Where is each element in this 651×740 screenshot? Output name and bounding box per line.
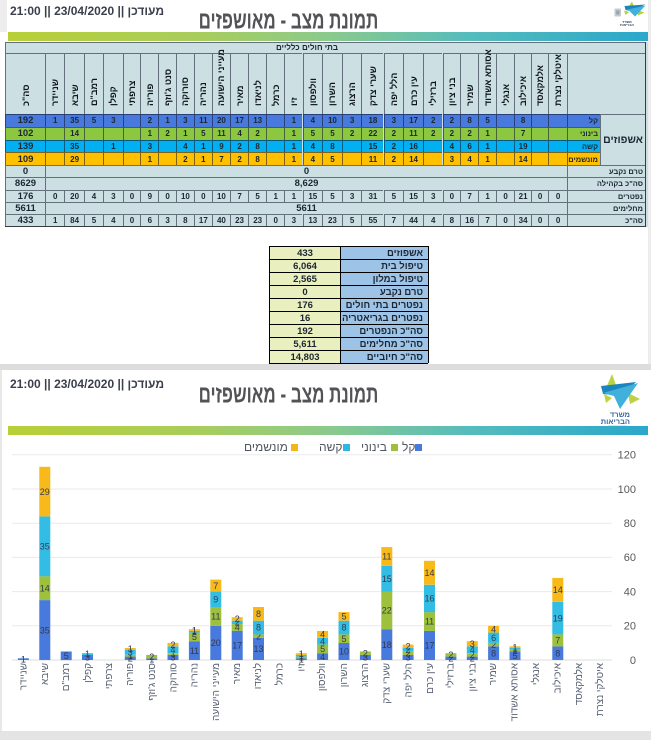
svg-text:4: 4 bbox=[491, 624, 496, 634]
svg-text:60: 60 bbox=[624, 552, 636, 564]
svg-text:3: 3 bbox=[470, 639, 475, 649]
svg-text:1: 1 bbox=[192, 625, 197, 635]
svg-text:2: 2 bbox=[128, 654, 133, 664]
svg-text:11: 11 bbox=[382, 552, 391, 562]
svg-text:5: 5 bbox=[341, 634, 346, 644]
svg-text:11: 11 bbox=[425, 617, 434, 627]
svg-text:משרד: משרד bbox=[610, 410, 630, 419]
svg-text:3: 3 bbox=[363, 653, 368, 663]
svg-text:1: 1 bbox=[299, 654, 304, 664]
svg-text:5: 5 bbox=[341, 612, 346, 622]
svg-text:משרד: משרד bbox=[622, 20, 632, 24]
svg-text:1: 1 bbox=[128, 644, 133, 654]
svg-text:1: 1 bbox=[192, 627, 197, 637]
svg-text:35: 35 bbox=[40, 625, 50, 635]
svg-text:40: 40 bbox=[624, 586, 636, 598]
svg-text:8: 8 bbox=[341, 623, 346, 633]
svg-text:2: 2 bbox=[256, 631, 261, 641]
svg-text:1: 1 bbox=[299, 651, 304, 661]
svg-text:4: 4 bbox=[320, 636, 325, 646]
svg-text:3: 3 bbox=[85, 653, 90, 663]
svg-text:14: 14 bbox=[553, 585, 563, 595]
svg-text:13: 13 bbox=[253, 644, 263, 654]
svg-text:2: 2 bbox=[235, 614, 240, 624]
svg-text:14: 14 bbox=[40, 583, 50, 593]
svg-text:2: 2 bbox=[363, 648, 368, 658]
svg-text:20: 20 bbox=[211, 638, 221, 648]
svg-text:9: 9 bbox=[213, 595, 218, 605]
svg-text:17: 17 bbox=[232, 641, 242, 651]
svg-text:1: 1 bbox=[149, 654, 154, 664]
svg-text:15: 15 bbox=[382, 574, 392, 584]
svg-text:2: 2 bbox=[235, 618, 240, 628]
svg-text:2: 2 bbox=[470, 650, 475, 660]
svg-text:3: 3 bbox=[170, 653, 175, 663]
svg-text:2: 2 bbox=[406, 642, 411, 652]
svg-text:80: 80 bbox=[624, 518, 636, 530]
svg-text:1: 1 bbox=[170, 649, 175, 659]
svg-text:8: 8 bbox=[555, 648, 560, 658]
svg-text:11: 11 bbox=[211, 612, 220, 622]
svg-text:2: 2 bbox=[448, 654, 453, 664]
svg-text:5: 5 bbox=[64, 651, 69, 661]
svg-text:1: 1 bbox=[299, 653, 304, 663]
svg-text:2: 2 bbox=[149, 652, 154, 662]
svg-text:6: 6 bbox=[491, 633, 496, 643]
svg-text:1: 1 bbox=[299, 649, 304, 659]
svg-text:2: 2 bbox=[406, 645, 411, 655]
svg-text:10: 10 bbox=[339, 647, 349, 657]
svg-text:4: 4 bbox=[470, 645, 475, 655]
svg-text:4: 4 bbox=[320, 630, 325, 640]
svg-text:2: 2 bbox=[491, 640, 496, 650]
svg-text:הבריאות: הבריאות bbox=[620, 23, 634, 27]
svg-text:35: 35 bbox=[40, 542, 50, 552]
svg-text:7: 7 bbox=[555, 636, 560, 646]
svg-text:4: 4 bbox=[320, 652, 325, 662]
svg-text:5: 5 bbox=[192, 632, 197, 642]
svg-text:2: 2 bbox=[170, 640, 175, 650]
svg-text:22: 22 bbox=[382, 606, 392, 616]
svg-text:8: 8 bbox=[491, 648, 496, 658]
svg-text:2: 2 bbox=[448, 650, 453, 660]
svg-text:7: 7 bbox=[213, 581, 218, 591]
svg-text:1: 1 bbox=[512, 642, 517, 652]
svg-text:1: 1 bbox=[512, 646, 517, 656]
svg-text:8: 8 bbox=[256, 609, 261, 619]
svg-text:8: 8 bbox=[256, 623, 261, 633]
svg-text:1: 1 bbox=[128, 651, 133, 661]
svg-text:5: 5 bbox=[320, 644, 325, 654]
svg-text:20: 20 bbox=[624, 621, 636, 633]
svg-text:17: 17 bbox=[424, 641, 434, 651]
svg-text:14: 14 bbox=[424, 568, 434, 578]
svg-text:29: 29 bbox=[40, 487, 50, 497]
svg-text:19: 19 bbox=[553, 613, 563, 623]
svg-text:1: 1 bbox=[512, 644, 517, 654]
svg-text:1: 1 bbox=[85, 649, 90, 659]
svg-text:1: 1 bbox=[21, 654, 26, 664]
svg-text:2: 2 bbox=[470, 654, 475, 664]
svg-text:3: 3 bbox=[406, 653, 411, 663]
svg-text:2: 2 bbox=[406, 648, 411, 658]
svg-text:5: 5 bbox=[512, 651, 517, 661]
svg-text:120: 120 bbox=[618, 450, 636, 462]
svg-text:18: 18 bbox=[382, 640, 392, 650]
svg-text:4: 4 bbox=[170, 645, 175, 655]
svg-text:4: 4 bbox=[235, 623, 240, 633]
svg-text:3: 3 bbox=[128, 648, 133, 658]
svg-text:11: 11 bbox=[190, 646, 199, 656]
svg-text:16: 16 bbox=[424, 594, 434, 604]
svg-text:0: 0 bbox=[630, 655, 636, 667]
svg-text:הבריאות: הבריאות bbox=[601, 417, 630, 426]
svg-text:100: 100 bbox=[618, 484, 636, 496]
